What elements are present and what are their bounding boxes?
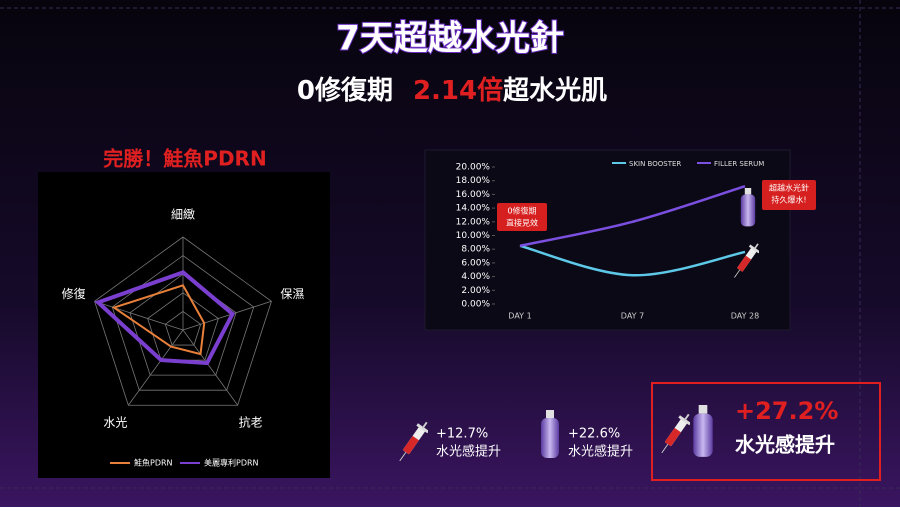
- x-tick-label: DAY 7: [621, 312, 644, 321]
- line-panel: [424, 149, 791, 331]
- comparison-label: 水光感提升: [568, 444, 633, 460]
- y-tick-label: 16.00%: [456, 190, 491, 200]
- subtitle-part: 超水光肌: [503, 76, 607, 106]
- comparison-label: 水光感提升: [436, 444, 501, 460]
- legend-label: 鮭魚PDRN: [134, 458, 173, 468]
- annotation-text: 超越水光針: [769, 183, 809, 193]
- axis-label: 保濕: [280, 287, 304, 301]
- grid-ring: [111, 255, 255, 391]
- axis-spoke: [182, 329, 238, 406]
- line-series: [519, 244, 746, 277]
- radar-series: [94, 270, 236, 366]
- y-tick-label: 10.00%: [456, 231, 491, 241]
- y-tick-label: 8.00%: [461, 245, 490, 255]
- subtitle-part: 0修復期: [297, 75, 393, 106]
- y-tick-label: 2.00%: [461, 286, 490, 296]
- y-tick-label: 6.00%: [461, 258, 490, 268]
- subtitle-highlight: 2.14倍: [413, 75, 503, 106]
- annotation-box: [762, 180, 816, 210]
- radar-title: 完勝！鮭魚PDRN: [103, 147, 266, 171]
- legend-label: SKIN BOOSTER: [629, 160, 681, 168]
- comparison-value: +27.2%: [735, 397, 838, 425]
- y-tick-label: 4.00%: [461, 272, 490, 282]
- radar-series: [111, 284, 206, 356]
- axis-spoke: [94, 300, 184, 331]
- y-tick-label: 0.00%: [461, 300, 490, 310]
- radar-panel: [38, 172, 330, 478]
- legend-label: FILLER SERUM: [714, 160, 764, 168]
- grid-ring: [94, 236, 272, 406]
- annotation-text: 0修復期: [507, 206, 536, 216]
- axis-label: 抗老: [239, 415, 263, 430]
- axis-label: 修復: [62, 286, 86, 301]
- annotation-text: 直接見效: [506, 218, 538, 228]
- grid-ring: [129, 273, 237, 376]
- axis-label: 細緻: [171, 208, 195, 222]
- y-tick-label: 20.00%: [456, 163, 491, 173]
- y-tick-label: 18.00%: [456, 176, 491, 186]
- legend-label: 美麗專利PDRN: [204, 458, 259, 468]
- title: 7天超越水光針: [336, 19, 564, 59]
- x-tick-label: DAY 1: [508, 312, 531, 321]
- annotation-text: 持久爆水!: [771, 195, 806, 205]
- line-series: [519, 184, 746, 247]
- y-tick-label: 12.00%: [456, 217, 491, 227]
- axis-spoke: [128, 329, 184, 406]
- highlight-box: [651, 382, 881, 481]
- comparison-value: +12.7%: [436, 427, 488, 442]
- comparison-value: +22.6%: [568, 427, 620, 442]
- grid-ring: [164, 310, 202, 346]
- subtitle: 0修復期 2.14倍超水光肌: [297, 75, 607, 106]
- axis-spoke: [182, 300, 272, 331]
- annotation-box: [497, 203, 547, 231]
- y-tick-label: 14.00%: [456, 204, 491, 214]
- x-tick-label: DAY 28: [731, 312, 759, 321]
- comparison-label: 水光感提升: [735, 433, 835, 457]
- axis-label: 水光: [103, 416, 127, 430]
